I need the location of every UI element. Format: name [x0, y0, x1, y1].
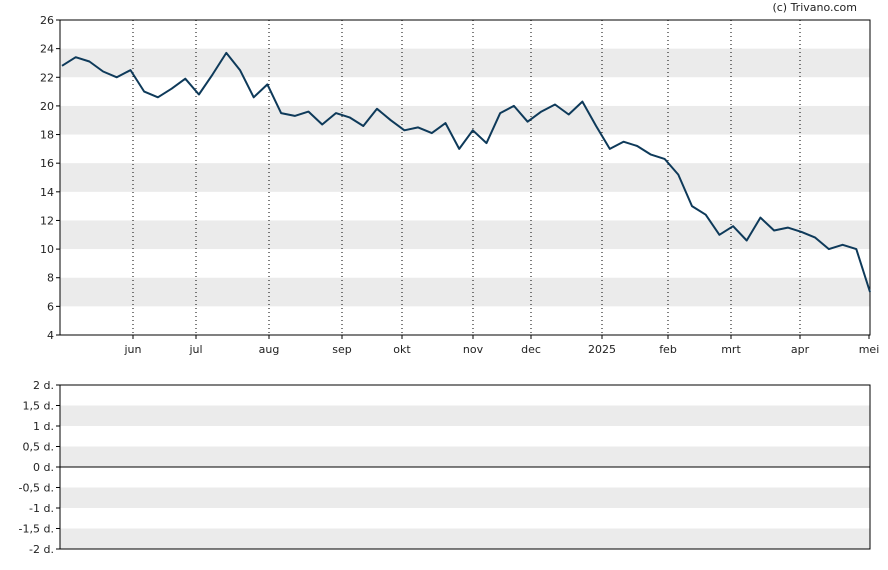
y-tick-label: 10: [40, 243, 54, 256]
sub-y-tick-label: -2 d.: [29, 543, 54, 556]
x-tick-label: jul: [188, 343, 202, 356]
x-tick-label: mrt: [721, 343, 741, 356]
sub-chart-bands: [60, 406, 870, 550]
y-tick-label: 12: [40, 214, 54, 227]
y-tick-label: 4: [47, 329, 54, 342]
main-band: [60, 106, 870, 135]
sub-y-tick-label: 1,5 d.: [23, 400, 54, 413]
main-band: [60, 278, 870, 307]
y-tick-label: 26: [40, 14, 54, 27]
y-tick-label: 18: [40, 129, 54, 142]
x-tick-label: dec: [521, 343, 541, 356]
sub-y-tick-label: -0,5 d.: [19, 482, 54, 495]
x-tick-label: aug: [259, 343, 280, 356]
x-tick-label: 2025: [588, 343, 616, 356]
sub-y-tick-label: 0 d.: [33, 461, 54, 474]
credit-label: (c) Trivano.com: [772, 1, 857, 14]
x-tick-label: okt: [393, 343, 411, 356]
sub-y-tick-label: 2 d.: [33, 379, 54, 392]
main-band: [60, 163, 870, 192]
x-tick-label: mei: [859, 343, 880, 356]
main-chart-x-axis: jun jul aug sep okt nov dec 2025 feb mrt apr mei: [124, 335, 880, 356]
main-band: [60, 49, 870, 78]
y-tick-label: 16: [40, 157, 54, 170]
sub-y-tick-label: -1 d.: [29, 502, 54, 515]
sub-band: [60, 488, 870, 509]
y-tick-label: 20: [40, 100, 54, 113]
x-tick-label: nov: [463, 343, 484, 356]
y-tick-label: 14: [40, 186, 54, 199]
sub-chart-y-axis: 2 d. 1,5 d. 1 d. 0,5 d. 0 d. -0,5 d. -1 d. -1,5…: [19, 379, 60, 556]
y-tick-label: 8: [47, 272, 54, 285]
y-tick-label: 22: [40, 71, 54, 84]
sub-band: [60, 447, 870, 468]
main-chart-y-axis: 4 6 8 10 12 14 16 18 20 22 24 26: [40, 14, 60, 342]
sub-y-tick-label: 0,5 d.: [23, 441, 54, 454]
x-tick-label: feb: [659, 343, 677, 356]
y-tick-label: 6: [47, 300, 54, 313]
sub-band: [60, 406, 870, 427]
x-tick-label: sep: [332, 343, 351, 356]
main-band: [60, 220, 870, 249]
main-chart-bands: [60, 49, 870, 307]
sub-band: [60, 529, 870, 550]
sub-y-tick-label: 1 d.: [33, 420, 54, 433]
x-tick-label: apr: [791, 343, 810, 356]
x-tick-label: jun: [124, 343, 142, 356]
sub-y-tick-label: -1,5 d.: [19, 523, 54, 536]
y-tick-label: 24: [40, 43, 54, 56]
